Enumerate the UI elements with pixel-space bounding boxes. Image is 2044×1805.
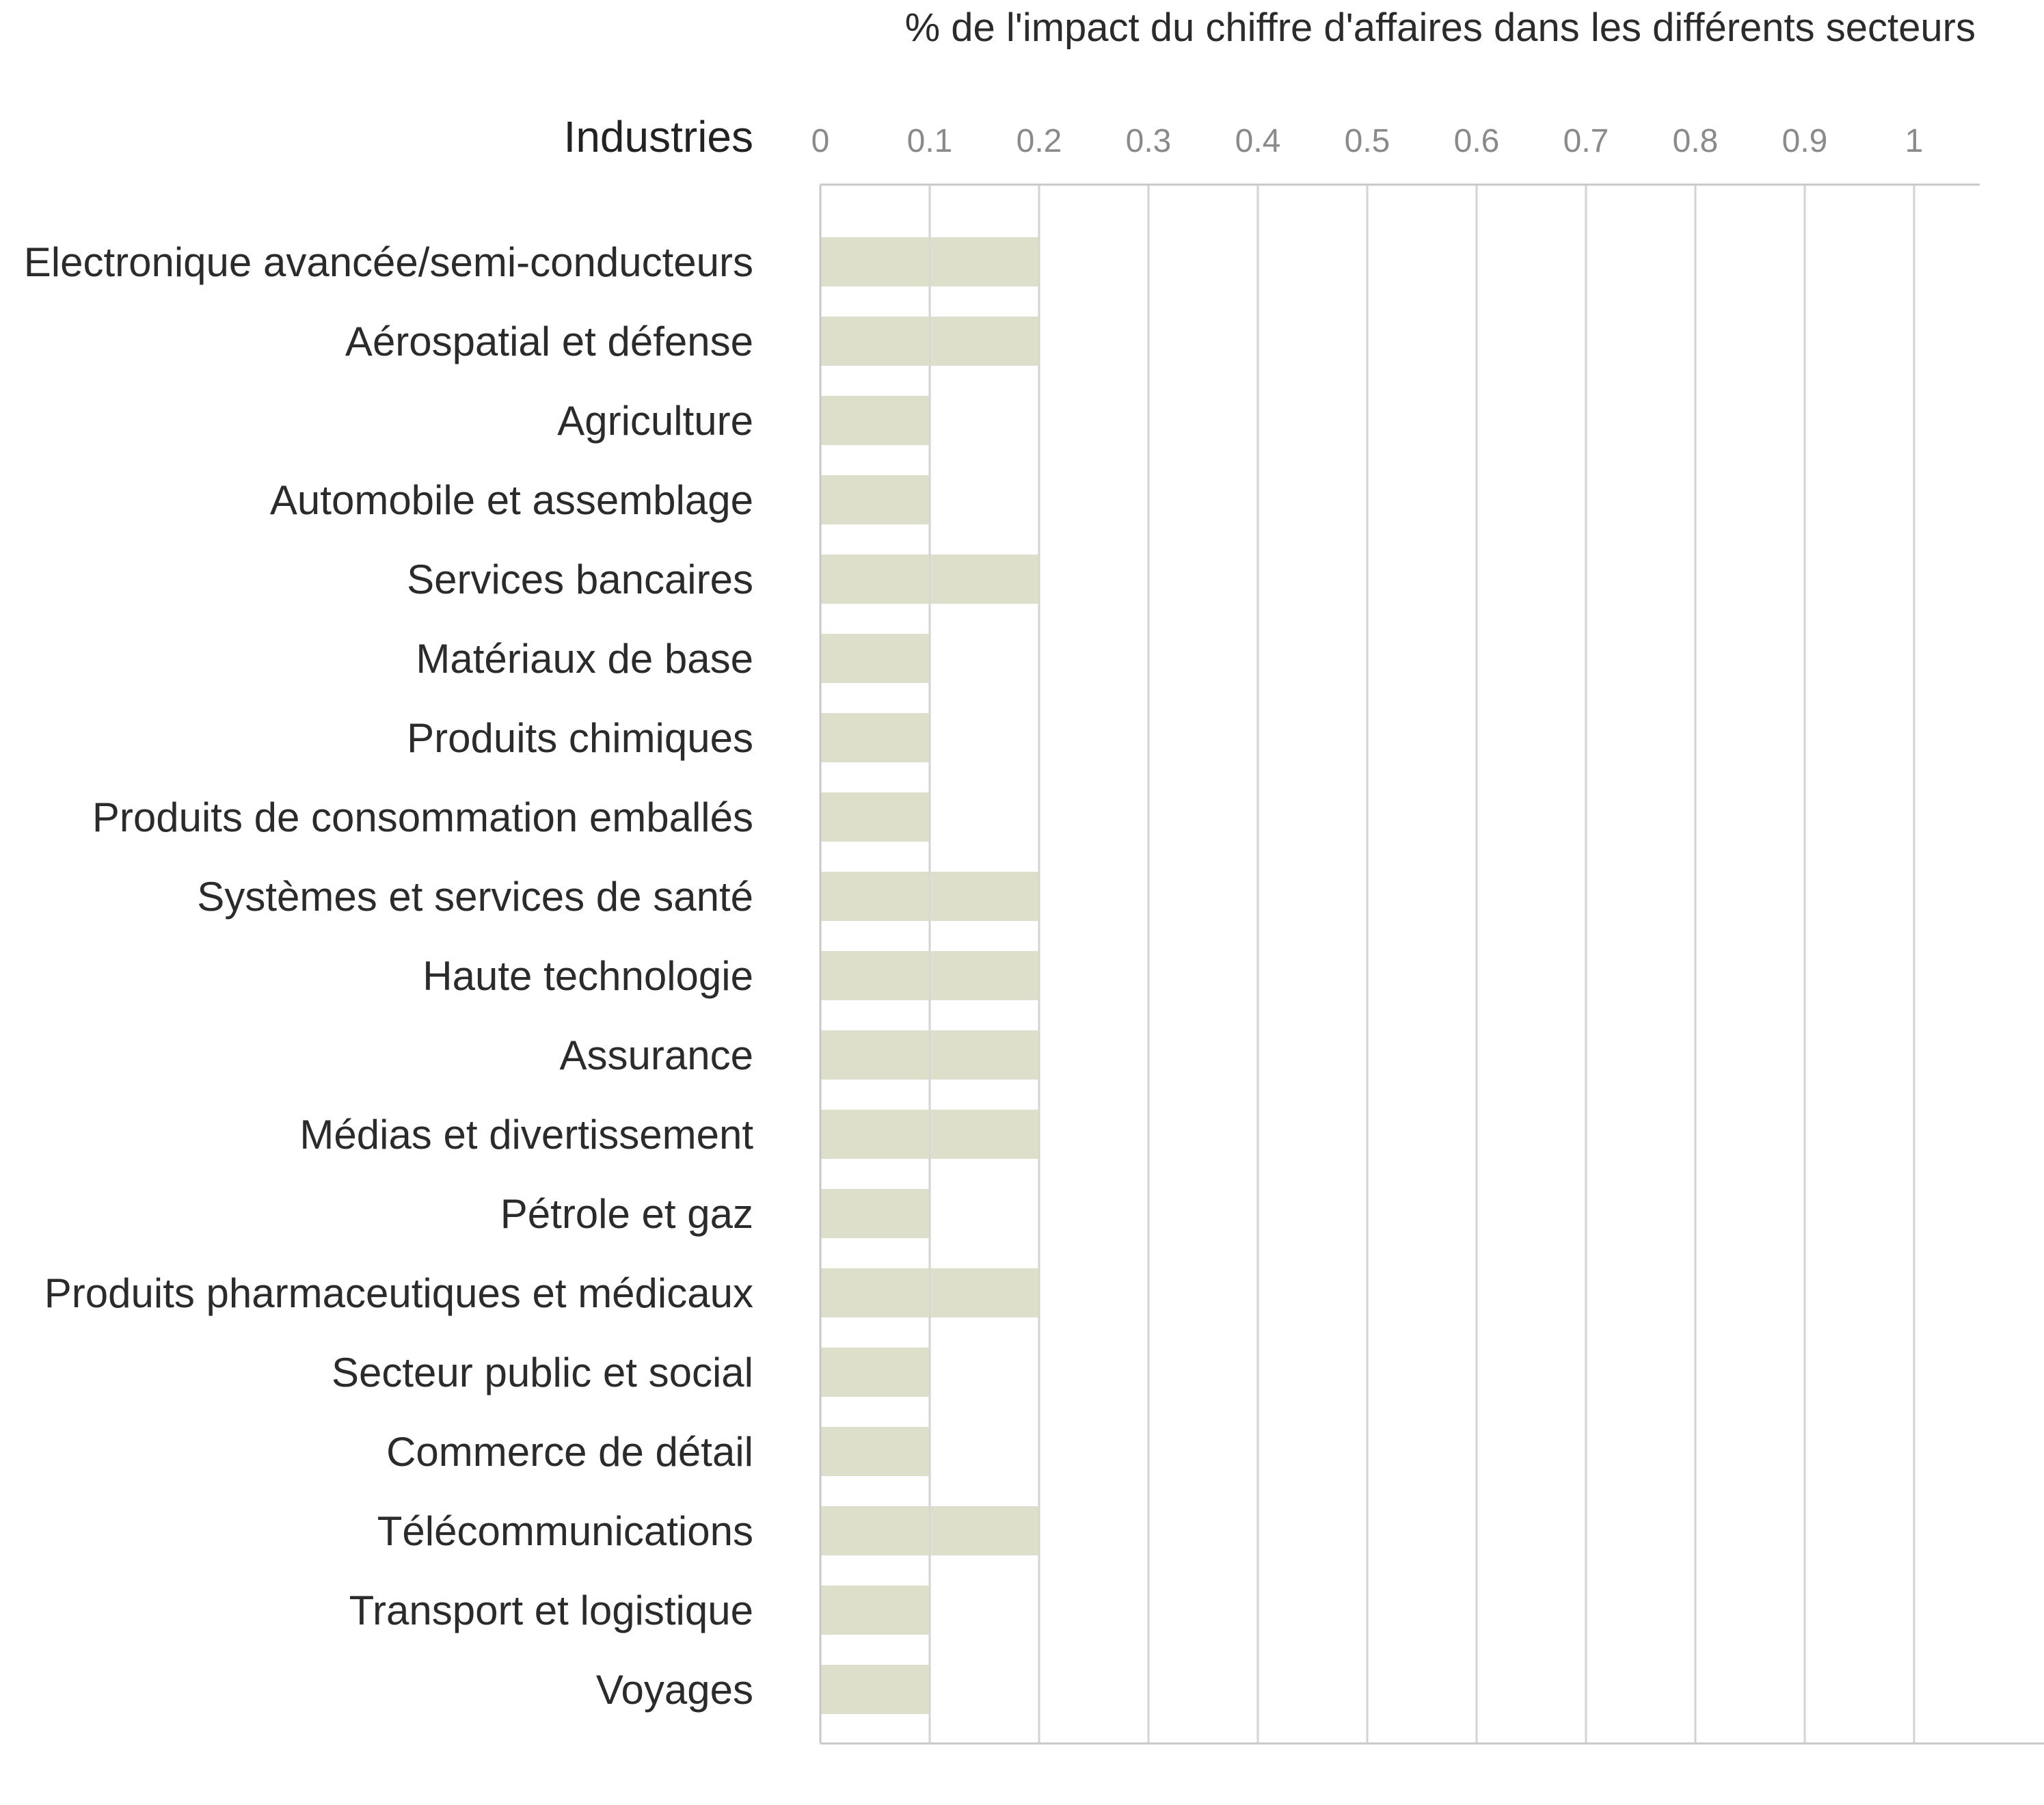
bar-18 (820, 1665, 930, 1714)
axes (819, 183, 2044, 1745)
category-label: Produits chimiques (407, 715, 753, 761)
category-label: Télécommunications (377, 1508, 753, 1554)
bar-2 (820, 396, 930, 445)
x-tick-0.8: 0.8 (1673, 123, 1719, 159)
bar-14 (820, 1348, 930, 1397)
category-label: Systèmes et services de santé (197, 874, 753, 920)
category-label: Haute technologie (422, 953, 753, 999)
category-label: Assurance (560, 1032, 753, 1078)
x-tick-labels: 0 0.1 0.2 0.3 0.4 0.5 0.6 0.7 0.8 0.9 1 (811, 123, 1924, 159)
bar-3 (820, 475, 930, 524)
category-label: Voyages (596, 1667, 753, 1713)
x-tick-0.9: 0.9 (1782, 123, 1828, 159)
category-label: Agriculture (557, 398, 753, 444)
gridlines-overlay (928, 185, 1915, 1743)
category-label: Secteur public et social (332, 1350, 753, 1395)
category-labels: Electronique avancée/semi-conducteurs Aér… (24, 239, 754, 1713)
x-tick-0.6: 0.6 (1454, 123, 1500, 159)
category-label: Automobile et assemblage (270, 477, 753, 523)
bar-7 (820, 792, 930, 842)
x-tick-0.4: 0.4 (1235, 123, 1281, 159)
x-tick-1: 1 (1905, 123, 1924, 159)
category-label: Aérospatial et défense (345, 319, 753, 364)
bar-12 (820, 1189, 930, 1238)
category-label: Produits de consommation emballés (92, 794, 753, 840)
x-tick-0: 0 (811, 123, 830, 159)
category-label: Médias et divertissement (299, 1112, 753, 1158)
category-label: Produits pharmaceutiques et médicaux (44, 1270, 753, 1316)
chart-title: % de l'impact du chiffre d'affaires dans… (905, 5, 1976, 50)
category-label: Services bancaires (407, 557, 753, 602)
category-label: Pétrole et gaz (500, 1191, 753, 1237)
bar-17 (820, 1586, 930, 1635)
gridlines (928, 185, 1915, 1743)
bar-6 (820, 713, 930, 762)
category-label: Commerce de détail (386, 1429, 753, 1475)
x-tick-0.5: 0.5 (1345, 123, 1390, 159)
x-tick-0.1: 0.1 (907, 123, 953, 159)
category-label: Matériaux de base (416, 636, 753, 682)
x-tick-0.2: 0.2 (1017, 123, 1062, 159)
bar-15 (820, 1427, 930, 1476)
category-label: Transport et logistique (349, 1588, 753, 1633)
bar-5 (820, 634, 930, 683)
category-label: Electronique avancée/semi-conducteurs (24, 239, 753, 285)
x-tick-0.7: 0.7 (1563, 123, 1609, 159)
y-axis-label: Industries (564, 112, 753, 161)
x-tick-0.3: 0.3 (1126, 123, 1172, 159)
